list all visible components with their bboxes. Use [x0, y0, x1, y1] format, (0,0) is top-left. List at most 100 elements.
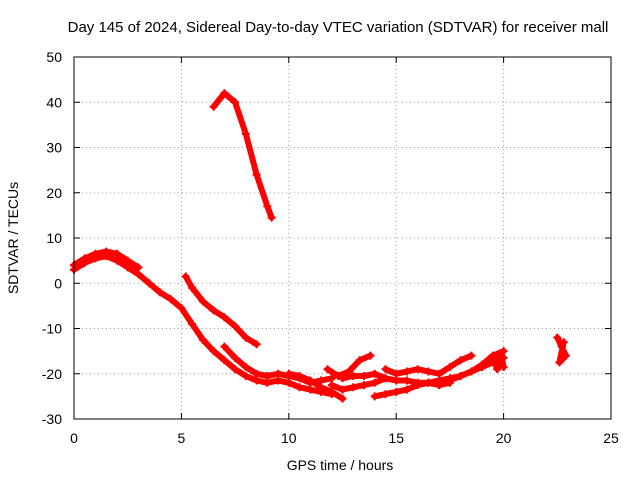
data-point: [220, 356, 229, 365]
data-point: [263, 378, 272, 387]
data-point: [424, 367, 433, 376]
data-point: [220, 313, 229, 322]
x-tick-label: 20: [496, 430, 512, 446]
data-point: [467, 367, 476, 376]
y-tick-label: 40: [46, 94, 62, 110]
data-point: [317, 383, 325, 392]
data-point: [366, 351, 375, 360]
data-point: [263, 372, 272, 380]
series-arc7: [327, 374, 390, 394]
axis-ticks: [73, 56, 612, 420]
data-point: [134, 263, 143, 272]
data-point: [370, 369, 379, 378]
data-point: [338, 385, 347, 394]
data-point: [80, 254, 89, 263]
data-point: [327, 374, 336, 383]
data-point: [284, 378, 293, 387]
data-point: [113, 249, 121, 258]
data-point: [488, 353, 497, 362]
data-point: [198, 335, 207, 344]
data-point: [456, 356, 465, 365]
x-tick-label: 10: [281, 430, 297, 446]
data-point: [497, 351, 506, 360]
data-point: [317, 376, 325, 385]
data-point: [295, 372, 304, 380]
data-point: [295, 383, 304, 392]
data-point: [499, 363, 508, 371]
data-point: [445, 376, 454, 385]
y-tick-label: -30: [42, 411, 62, 427]
x-tick-label: 15: [388, 430, 404, 446]
data-point: [360, 372, 368, 380]
y-tick-label: 50: [46, 49, 62, 65]
data-point: [123, 256, 132, 265]
data-point: [263, 202, 272, 211]
data-point: [181, 272, 190, 281]
data-point: [220, 342, 229, 351]
data-point: [323, 365, 332, 374]
data-point: [252, 369, 261, 378]
series-arc3: [209, 89, 276, 222]
grid: [74, 57, 611, 419]
data-point: [166, 295, 175, 304]
data-point: [113, 256, 121, 265]
y-axis-label: SDTVAR / TECUs: [5, 182, 21, 294]
data-point: [392, 387, 401, 396]
y-tick-labels: -30 -20 -10 0 10 20 30 40 50: [42, 49, 62, 427]
data-point: [402, 376, 411, 385]
data-point: [561, 351, 570, 360]
x-axis-label: GPS time / hours: [287, 457, 394, 473]
data-point: [102, 247, 111, 256]
series-arc14: [553, 333, 570, 367]
series-arc2: [70, 247, 143, 272]
data-point: [349, 383, 358, 392]
data-point: [209, 306, 218, 315]
y-tick-label: -20: [42, 366, 62, 382]
series-arc10: [381, 351, 476, 378]
data-point: [306, 376, 315, 385]
series-arc6: [284, 369, 347, 403]
data-point: [478, 360, 487, 369]
y-tick-label: -10: [42, 321, 62, 337]
data-point: [413, 365, 422, 374]
x-tick-label: 0: [70, 430, 78, 446]
data-point: [231, 98, 240, 107]
data-point: [344, 367, 353, 376]
data-point: [155, 288, 164, 297]
series-arc13: [488, 351, 508, 374]
data-series: [70, 89, 570, 403]
data-point: [145, 279, 154, 288]
data-point: [241, 129, 250, 138]
data-point: [381, 365, 390, 374]
data-point: [445, 363, 454, 371]
chart-title: Day 145 of 2024, Sidereal Day-to-day VTE…: [68, 19, 609, 36]
y-tick-label: 10: [46, 230, 62, 246]
data-point: [553, 333, 562, 342]
x-tick-label: 25: [603, 430, 619, 446]
data-point: [456, 372, 465, 380]
data-point: [559, 338, 568, 347]
data-point: [424, 378, 433, 387]
data-point: [338, 394, 347, 403]
data-point: [355, 356, 364, 365]
data-point: [231, 322, 240, 331]
data-point: [231, 365, 240, 374]
data-point: [327, 387, 336, 396]
data-point: [381, 374, 390, 383]
y-tick-label: 0: [54, 275, 62, 291]
data-point: [493, 365, 502, 374]
x-tick-labels: 0 5 10 15 20 25: [70, 430, 619, 446]
data-point: [274, 369, 283, 378]
data-point: [188, 320, 197, 328]
data-point: [334, 372, 343, 380]
data-point: [557, 342, 566, 351]
data-point: [370, 392, 379, 401]
data-point: [198, 297, 207, 306]
data-point: [220, 89, 229, 98]
data-point: [188, 283, 197, 292]
data-point: [134, 270, 143, 279]
data-point: [252, 170, 261, 179]
data-point: [252, 376, 261, 385]
data-point: [123, 263, 132, 272]
data-point: [91, 249, 100, 258]
